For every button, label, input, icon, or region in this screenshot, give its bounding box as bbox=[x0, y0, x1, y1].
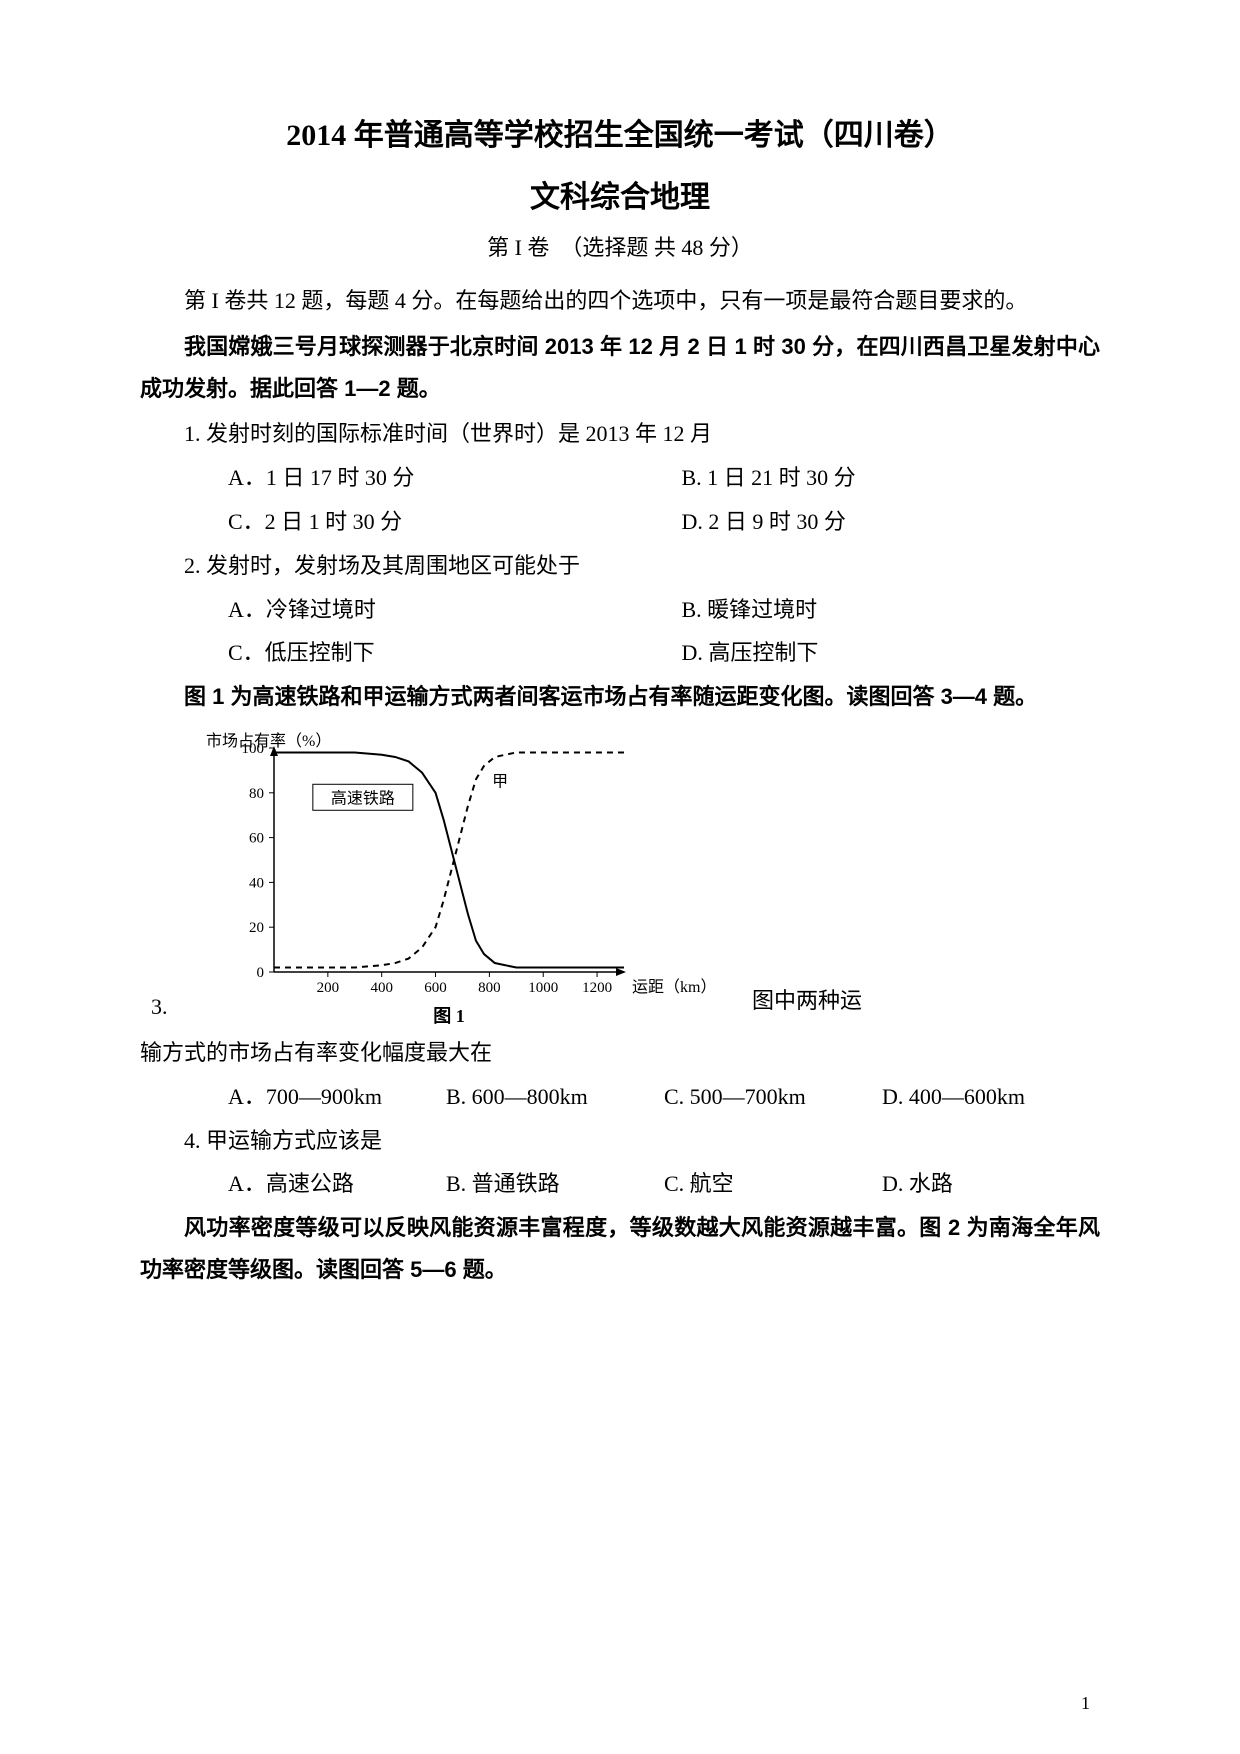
q1-opt-d: D. 2 日 9 时 30 分 bbox=[681, 501, 1100, 543]
svg-text:80: 80 bbox=[249, 786, 264, 802]
q4-opt-a: A．高速公路 bbox=[228, 1163, 446, 1205]
q1-opt-b: B. 1 日 21 时 30 分 bbox=[681, 457, 1100, 499]
q3-number: 3. bbox=[140, 986, 184, 1028]
svg-text:0: 0 bbox=[257, 965, 265, 981]
svg-text:60: 60 bbox=[249, 831, 264, 847]
q1-opt-c: C．2 日 1 时 30 分 bbox=[228, 501, 681, 543]
svg-text:200: 200 bbox=[317, 980, 340, 996]
part-label: 第 I 卷 （选择题 共 48 分） bbox=[140, 230, 1100, 262]
q1-options-row2: C．2 日 1 时 30 分 D. 2 日 9 时 30 分 bbox=[140, 501, 1100, 543]
svg-text:800: 800 bbox=[478, 980, 501, 996]
q2-options-row1: A．冷锋过境时 B. 暖锋过境时 bbox=[140, 589, 1100, 631]
svg-text:1000: 1000 bbox=[528, 980, 558, 996]
q3-row: 3. 市场占有率（%） 0 20 40 60 80 100 200 400 600 800 1000 1… bbox=[140, 728, 1100, 1028]
page-number: 1 bbox=[1081, 1693, 1090, 1714]
q3-cont: 输方式的市场占有率变化幅度最大在 bbox=[140, 1032, 1100, 1074]
q1-opt-a: A．1 日 17 时 30 分 bbox=[228, 457, 681, 499]
figure-1-chart: 市场占有率（%） 0 20 40 60 80 100 200 400 600 800 1000 1200… bbox=[184, 728, 744, 1028]
q3-opt-b: B. 600—800km bbox=[446, 1076, 664, 1118]
q4-stem: 4. 甲运输方式应该是 bbox=[140, 1120, 1100, 1162]
q2-opt-a: A．冷锋过境时 bbox=[228, 589, 681, 631]
svg-text:高速铁路: 高速铁路 bbox=[331, 789, 395, 807]
svg-text:20: 20 bbox=[249, 920, 264, 936]
q3-tail: 图中两种运 bbox=[752, 980, 862, 1028]
stimulus-2: 图 1 为高速铁路和甲运输方式两者间客运市场占有率随运距变化图。读图回答 3—4… bbox=[140, 676, 1100, 718]
svg-text:图 1: 图 1 bbox=[433, 1006, 465, 1026]
q3-opt-a: A．700—900km bbox=[228, 1076, 446, 1118]
q2-opt-d: D. 高压控制下 bbox=[681, 632, 1100, 674]
svg-text:100: 100 bbox=[242, 741, 265, 757]
svg-text:市场占有率（%）: 市场占有率（%） bbox=[206, 732, 331, 750]
svg-text:甲: 甲 bbox=[492, 774, 508, 791]
exam-page: 2014 年普通高等学校招生全国统一考试（四川卷） 文科综合地理 第 I 卷 （… bbox=[0, 0, 1240, 1754]
q4-opt-b: B. 普通铁路 bbox=[446, 1163, 664, 1205]
instructions: 第 I 卷共 12 题，每题 4 分。在每题给出的四个选项中，只有一项是最符合题… bbox=[140, 280, 1100, 322]
q1-options-row1: A．1 日 17 时 30 分 B. 1 日 21 时 30 分 bbox=[140, 457, 1100, 499]
q4-opt-c: C. 航空 bbox=[664, 1163, 882, 1205]
title-line-2: 文科综合地理 bbox=[140, 172, 1100, 216]
q2-opt-b: B. 暖锋过境时 bbox=[681, 589, 1100, 631]
svg-text:运距（km）: 运距（km） bbox=[632, 978, 716, 996]
svg-text:600: 600 bbox=[424, 980, 447, 996]
q2-options-row2: C．低压控制下 D. 高压控制下 bbox=[140, 632, 1100, 674]
stimulus-3: 风功率密度等级可以反映风能资源丰富程度，等级数越大风能资源越丰富。图 2 为南海… bbox=[140, 1207, 1100, 1291]
q2-opt-c: C．低压控制下 bbox=[228, 632, 681, 674]
stimulus-1: 我国嫦娥三号月球探测器于北京时间 2013 年 12 月 2 日 1 时 30 … bbox=[140, 326, 1100, 410]
svg-text:400: 400 bbox=[370, 980, 393, 996]
title-line-1: 2014 年普通高等学校招生全国统一考试（四川卷） bbox=[140, 110, 1100, 154]
chart-svg: 市场占有率（%） 0 20 40 60 80 100 200 400 600 800 1000 1200… bbox=[184, 728, 744, 1028]
q1-stem: 1. 发射时刻的国际标准时间（世界时）是 2013 年 12 月 bbox=[140, 413, 1100, 455]
svg-text:40: 40 bbox=[249, 875, 264, 891]
q4-opt-d: D. 水路 bbox=[882, 1163, 1100, 1205]
q3-opt-c: C. 500—700km bbox=[664, 1076, 882, 1118]
svg-text:1200: 1200 bbox=[582, 980, 612, 996]
q3-opt-d: D. 400—600km bbox=[882, 1076, 1100, 1118]
q4-options: A．高速公路 B. 普通铁路 C. 航空 D. 水路 bbox=[140, 1163, 1100, 1205]
q2-stem: 2. 发射时，发射场及其周围地区可能处于 bbox=[140, 545, 1100, 587]
q3-options: A．700—900km B. 600—800km C. 500—700km D.… bbox=[140, 1076, 1100, 1118]
